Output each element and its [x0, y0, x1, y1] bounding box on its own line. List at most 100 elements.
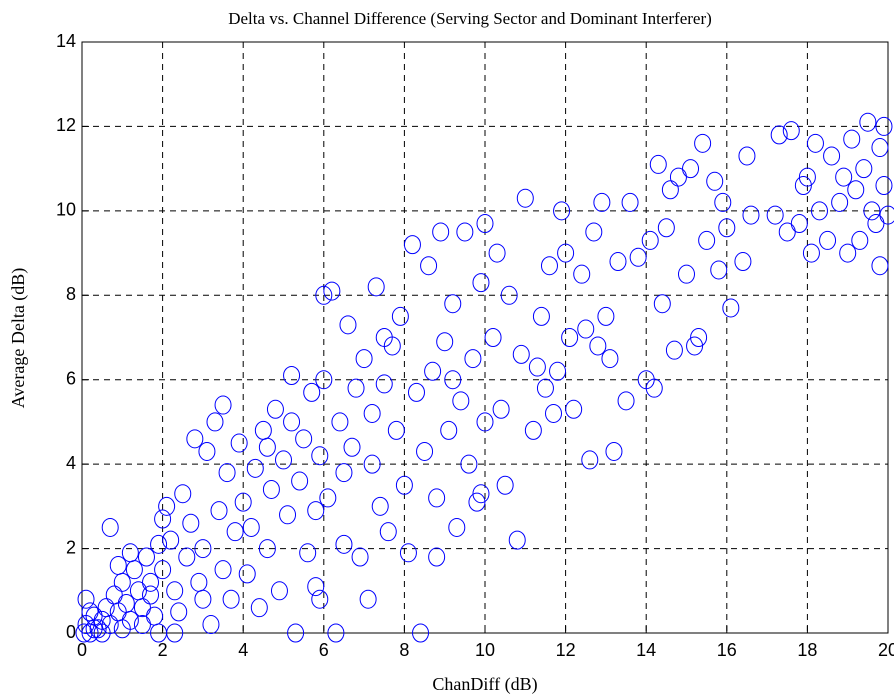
- scatter-point: [279, 505, 297, 525]
- scatter-point: [790, 214, 808, 234]
- scatter-point: [355, 349, 373, 369]
- scatter-point: [424, 361, 442, 381]
- y-tick-label: 4: [66, 453, 76, 473]
- scatter-point: [75, 623, 93, 643]
- scatter-point: [81, 602, 99, 622]
- x-tick-label: 16: [717, 640, 737, 660]
- scatter-point: [440, 420, 458, 440]
- scatter-point: [456, 222, 474, 242]
- scatter-point: [452, 391, 470, 411]
- scatter-point: [327, 623, 345, 643]
- scatter-point: [678, 264, 695, 284]
- scatter-point: [93, 623, 111, 643]
- scatter-point: [690, 328, 708, 347]
- scatter-point: [549, 361, 567, 381]
- scatter-point: [649, 154, 667, 174]
- x-tick-label: 6: [319, 640, 329, 660]
- scatter-point: [831, 192, 849, 212]
- scatter-point: [222, 589, 240, 609]
- scatter-point: [178, 547, 196, 567]
- scatter-point: [407, 382, 425, 402]
- scatter-point: [142, 572, 160, 592]
- scatter-point: [714, 192, 732, 212]
- scatter-point: [806, 133, 824, 153]
- scatter-point: [214, 395, 232, 415]
- scatter-point: [283, 412, 301, 432]
- scatter-point: [403, 235, 421, 255]
- scatter-point: [561, 328, 579, 347]
- scatter-point: [238, 564, 256, 584]
- scatter-point: [863, 201, 881, 221]
- scatter-point: [395, 475, 413, 495]
- scatter-point: [275, 450, 292, 470]
- scatter-point: [597, 306, 615, 326]
- y-tick-label: 14: [56, 31, 76, 51]
- scatter-point: [694, 133, 712, 153]
- scatter-point: [315, 285, 333, 305]
- scatter-point: [154, 560, 172, 580]
- x-tick-label: 18: [797, 640, 817, 660]
- scatter-point: [553, 201, 571, 221]
- x-tick-label: 10: [475, 640, 495, 660]
- scatter-point: [335, 534, 353, 554]
- scatter-point: [851, 230, 869, 250]
- scatter-point: [770, 125, 788, 145]
- scatter-point: [734, 252, 752, 272]
- scatter-point: [476, 214, 494, 234]
- y-tick-label: 2: [66, 537, 76, 557]
- y-tick-label: 6: [66, 368, 76, 388]
- scatter-point: [307, 501, 325, 521]
- scatter-point: [810, 201, 828, 221]
- scatter-point: [524, 420, 542, 440]
- scatter-point: [367, 277, 385, 297]
- scatter-point: [311, 446, 329, 466]
- scatter-point: [557, 243, 575, 263]
- scatter-point: [194, 539, 212, 559]
- scatter-point: [283, 365, 301, 385]
- scatter-point: [605, 441, 623, 461]
- scatter-point: [839, 243, 857, 263]
- scatter-point: [266, 399, 284, 419]
- scatter-point: [581, 450, 599, 470]
- scatter-point: [617, 391, 635, 411]
- scatter-point: [319, 488, 337, 508]
- x-tick-label: 8: [399, 640, 409, 660]
- scatter-point: [585, 222, 603, 242]
- scatter-point: [669, 167, 687, 187]
- scatter-point: [242, 517, 260, 537]
- scatter-point: [428, 488, 446, 508]
- scatter-point: [875, 176, 893, 196]
- scatter-point: [835, 167, 853, 187]
- y-axis-label: Average Delta (dB): [8, 268, 29, 409]
- scatter-point: [686, 336, 704, 356]
- scatter-point: [516, 188, 534, 208]
- scatter-point: [710, 260, 728, 280]
- scatter-point: [359, 589, 377, 609]
- scatter-point: [218, 463, 236, 483]
- scatter-point: [508, 530, 526, 550]
- scatter-point: [166, 581, 184, 601]
- scatter-point: [254, 420, 272, 440]
- scatter-point: [528, 357, 546, 377]
- scatter-point: [158, 496, 176, 516]
- scatter-point: [154, 509, 172, 529]
- scatter-point: [472, 484, 490, 504]
- scatter-point: [722, 298, 740, 318]
- scatter-point: [444, 294, 462, 314]
- scatter-point: [391, 306, 409, 326]
- scatter-point: [291, 471, 309, 491]
- scatter-point: [375, 374, 393, 394]
- scatter-point: [194, 589, 212, 609]
- scatter-point: [250, 598, 268, 618]
- scatter-point: [460, 454, 478, 474]
- scatter-point: [412, 623, 430, 643]
- scatter-point: [416, 441, 434, 461]
- scatter-point: [299, 543, 317, 563]
- x-tick-label: 4: [238, 640, 248, 660]
- scatter-point: [399, 543, 417, 563]
- scatter-point: [133, 615, 151, 635]
- scatter-point: [230, 433, 248, 453]
- scatter-point: [871, 138, 889, 158]
- scatter-point: [375, 328, 393, 347]
